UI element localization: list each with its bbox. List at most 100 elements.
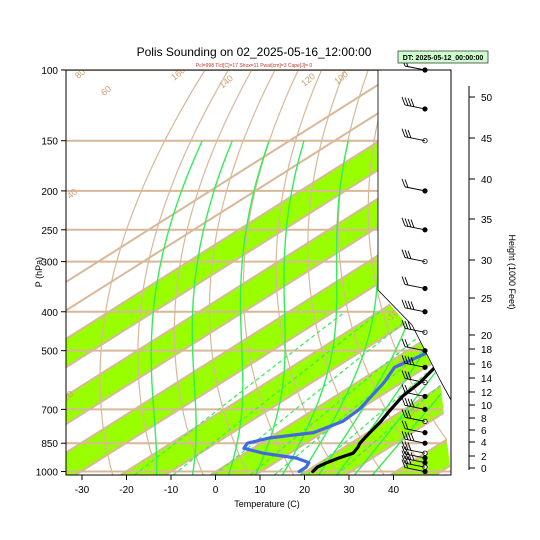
- wind-barb-flag: [401, 384, 406, 393]
- height-tick-label: 25: [481, 294, 493, 305]
- wind-barb-flag: [407, 97, 412, 107]
- wind-barb-flag: [404, 250, 409, 259]
- height-tick-label: 16: [481, 360, 493, 371]
- y-tick-label: 200: [41, 187, 58, 198]
- wind-barb-flag: [401, 320, 406, 329]
- wind-barb-flag: [410, 301, 415, 310]
- wind-barb-staff: [404, 448, 426, 454]
- wind-barb-flag: [410, 398, 415, 408]
- dry-adiabat-label: 60: [99, 84, 113, 98]
- dry-adiabat-label: 100: [332, 69, 350, 86]
- datetime-box: [397, 50, 489, 64]
- isotherm-line: [66, 70, 448, 312]
- height-tick-label: 45: [481, 134, 493, 145]
- x-tick-label: 20: [299, 485, 311, 496]
- wind-barb-staff: [404, 284, 426, 289]
- isotherm-line: [66, 208, 451, 454]
- wind-barb-staff: [404, 136, 426, 142]
- mixing-ratio-label: 12: [511, 204, 521, 214]
- wind-barb-flag: [404, 421, 409, 430]
- wind-barb-flag: [410, 98, 415, 107]
- mixing-ratio-line: [172, 311, 381, 475]
- wind-barb-flag: [410, 219, 415, 228]
- wind-column-border: [377, 70, 452, 401]
- dry-adiabat-label: 20: [61, 389, 75, 403]
- wind-barb-staff: [404, 65, 426, 71]
- wind-barb-staff: [404, 467, 426, 472]
- moist-adiabat-line: [371, 380, 451, 475]
- wind-barb-flag: [407, 300, 412, 310]
- wind-barb-flag: [404, 370, 409, 380]
- isotherm-line: [66, 70, 403, 284]
- moist-adiabat-line: [150, 140, 203, 475]
- wind-barb-flag: [407, 321, 412, 330]
- wind-barb-flag: [401, 450, 406, 459]
- wind-barb-flag: [401, 299, 406, 308]
- wind-barb-staff: [404, 378, 426, 383]
- dry-adiabat-line: [530, 70, 540, 475]
- wind-barb-staff: [404, 307, 426, 313]
- wind-barb-staff: [404, 225, 426, 231]
- wind-barb-flag: [401, 459, 406, 468]
- moist-adiabat-line: [281, 140, 350, 475]
- wind-barb-flag: [401, 397, 406, 406]
- y-tick-label: 150: [41, 137, 58, 148]
- y-tick-label: 100: [41, 66, 58, 77]
- wind-barb-flag: [404, 441, 409, 450]
- dry-adiabat-line: [307, 70, 385, 475]
- wind-barb-staff: [404, 257, 426, 263]
- y-axis-ticks: 100 150 200 250 300 400 500 700 850 1000: [36, 66, 66, 479]
- height-tick-label: 6: [481, 426, 487, 437]
- dry-adiabat-line: [137, 70, 229, 475]
- x-tick-label: -30: [75, 485, 90, 496]
- wind-barb-staff: [404, 404, 426, 410]
- wind-barb-flag: [407, 410, 412, 419]
- moist-adiabat-line: [353, 350, 451, 475]
- height-tick-label: 2: [481, 452, 487, 463]
- wind-barb-flag: [401, 441, 406, 450]
- wind-barb-flag: [401, 217, 406, 226]
- isotherm-line: [66, 151, 451, 397]
- wind-barb-flag: [404, 384, 409, 394]
- moist-adiabat-line: [191, 140, 233, 475]
- wind-barb-flag: [407, 451, 412, 460]
- wind-barb-staff: [404, 458, 426, 464]
- wind-barb-flag: [401, 420, 406, 429]
- wind-barb-flag: [401, 338, 406, 347]
- wind-barb-staff: [404, 391, 426, 397]
- wind-barb-flag: [401, 454, 406, 464]
- wind-barb-flag: [404, 431, 409, 440]
- mixing-ratio-line: [214, 311, 418, 475]
- height-tick-label: 12: [481, 388, 493, 399]
- y-tick-label: 850: [41, 439, 58, 450]
- wind-barb-flag: [404, 339, 409, 348]
- mixing-ratio-line: [134, 311, 346, 475]
- wind-barb-staff: [404, 453, 426, 459]
- wind-barb-flag: [407, 371, 412, 380]
- height-tick-label: 50: [481, 93, 493, 104]
- wind-barb-staff: [404, 186, 426, 192]
- height-axis-label: Height (1000 Feet): [507, 234, 517, 309]
- height-tick-label: 10: [481, 401, 493, 412]
- x-tick-label: -10: [164, 485, 179, 496]
- wind-barb-staff: [404, 104, 426, 110]
- wind-barb-staff: [404, 438, 426, 444]
- wind-barb-flag: [407, 218, 412, 228]
- x-tick-label: -20: [119, 485, 134, 496]
- wind-barb-flag: [401, 409, 406, 418]
- x-axis-label: Temperature (C): [234, 499, 300, 509]
- wind-barb-flag: [407, 356, 412, 365]
- wind-barb-flag: [407, 250, 412, 259]
- height-tick-label: 30: [481, 256, 493, 267]
- wind-barb-flag: [410, 452, 415, 461]
- wind-barb-flag: [401, 249, 406, 258]
- dry-adiabat-line: [242, 70, 299, 475]
- isotherm-line: [210, 321, 451, 475]
- wind-barb-flag: [410, 432, 415, 442]
- wind-barb-flag: [401, 128, 406, 137]
- wind-barb-flag: [404, 397, 409, 407]
- wind-barb-flag: [407, 432, 412, 441]
- height-tick-label: 4: [481, 438, 487, 449]
